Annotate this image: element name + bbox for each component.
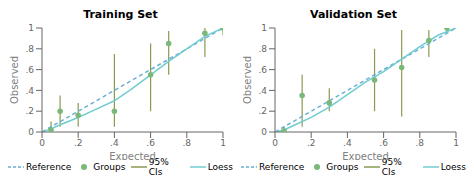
svg-text:.8: .8: [183, 138, 192, 148]
svg-text:0: 0: [28, 127, 34, 137]
svg-text:Expected: Expected: [109, 151, 156, 160]
svg-text:.8: .8: [258, 44, 267, 54]
html-text:Loess: Loess: [207, 162, 233, 172]
svg-text:0: 0: [261, 127, 267, 137]
svg-text:.6: .6: [25, 65, 34, 75]
html-text:Groups: Groups: [326, 162, 359, 172]
html-text:95% CIs: 95% CIs: [148, 157, 169, 177]
svg-text:Expected: Expected: [342, 151, 389, 160]
svg-text:1: 1: [220, 138, 226, 148]
html-text:Groups: Groups: [93, 162, 126, 172]
svg-text:.4: .4: [343, 138, 352, 148]
svg-text:.2: .2: [258, 106, 267, 116]
svg-text:.2: .2: [25, 106, 34, 116]
svg-text:0: 0: [39, 138, 45, 148]
svg-text:.6: .6: [258, 65, 267, 75]
svg-text:.4: .4: [25, 86, 34, 96]
svg-text:.2: .2: [74, 138, 83, 148]
html-text:Reference: Reference: [259, 162, 305, 172]
html-text:Training Set: Training Set: [83, 8, 158, 21]
html-text:95% CIs: 95% CIs: [381, 157, 402, 177]
svg-text:.4: .4: [258, 86, 267, 96]
svg-text:.8: .8: [416, 138, 425, 148]
svg-text:1: 1: [261, 24, 267, 33]
html-text:Reference: Reference: [26, 162, 72, 172]
svg-text:0: 0: [272, 138, 278, 148]
svg-text:Observed: Observed: [242, 56, 253, 104]
svg-text:1: 1: [453, 138, 459, 148]
svg-text:Observed: Observed: [9, 56, 20, 104]
html-text:Loess: Loess: [440, 162, 466, 172]
svg-text:.2: .2: [307, 138, 316, 148]
svg-text:.8: .8: [25, 44, 34, 54]
svg-text:.4: .4: [110, 138, 119, 148]
svg-text:.6: .6: [146, 138, 155, 148]
svg-text:.6: .6: [379, 138, 388, 148]
svg-text:1: 1: [28, 24, 34, 33]
html-text:Validation Set: Validation Set: [310, 8, 397, 21]
